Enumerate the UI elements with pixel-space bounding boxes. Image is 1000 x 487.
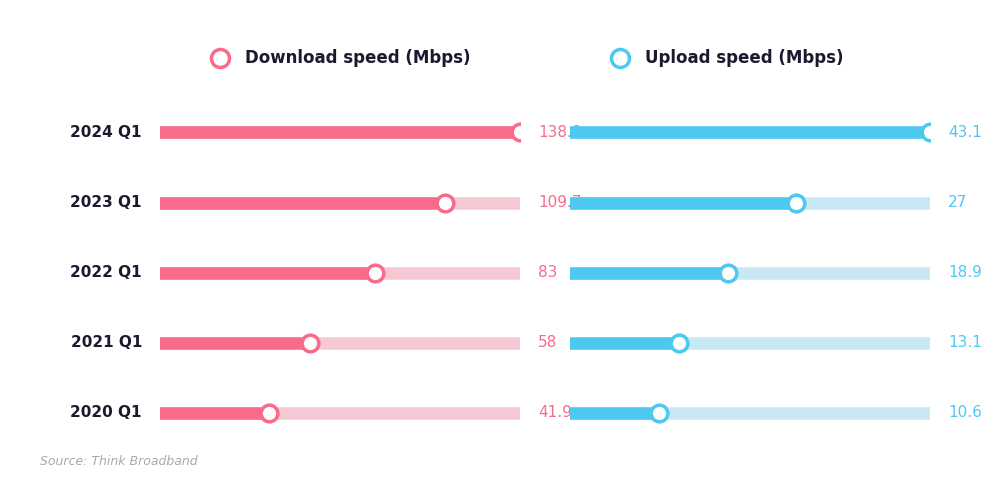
Text: 2021 Q1: 2021 Q1 <box>71 336 142 350</box>
Text: 2023 Q1: 2023 Q1 <box>70 195 142 210</box>
Text: Source: Think Broadband: Source: Think Broadband <box>40 454 198 468</box>
Text: 83: 83 <box>538 265 557 280</box>
Text: 109.7: 109.7 <box>538 195 582 210</box>
Text: 2020 Q1: 2020 Q1 <box>70 406 142 420</box>
Text: 13.1: 13.1 <box>948 336 982 350</box>
Text: Download speed (Mbps): Download speed (Mbps) <box>245 50 471 67</box>
Text: 2024 Q1: 2024 Q1 <box>70 125 142 140</box>
Text: Upload speed (Mbps): Upload speed (Mbps) <box>645 50 844 67</box>
Text: 2022 Q1: 2022 Q1 <box>70 265 142 280</box>
Text: 41.9: 41.9 <box>538 406 572 420</box>
Text: 58: 58 <box>538 336 557 350</box>
Text: 138.8: 138.8 <box>538 125 582 140</box>
Text: 43.1: 43.1 <box>948 125 982 140</box>
Text: 10.6: 10.6 <box>948 406 982 420</box>
Text: 27: 27 <box>948 195 967 210</box>
Text: 18.9: 18.9 <box>948 265 982 280</box>
